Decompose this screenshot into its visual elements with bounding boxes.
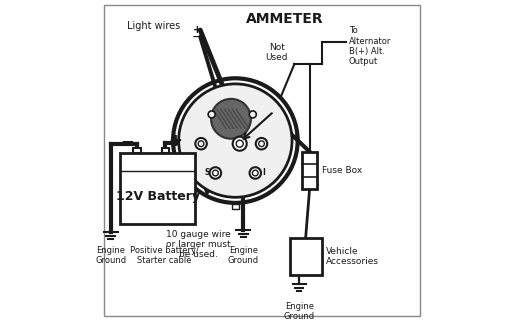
Text: −: − xyxy=(120,131,134,150)
Bar xyxy=(232,204,238,209)
Text: +: + xyxy=(193,25,202,35)
Circle shape xyxy=(208,111,215,118)
Circle shape xyxy=(249,167,261,179)
Text: Engine
Ground: Engine Ground xyxy=(95,246,127,265)
Circle shape xyxy=(209,167,221,179)
Text: Light wires: Light wires xyxy=(127,21,181,31)
Bar xyxy=(120,153,195,224)
Circle shape xyxy=(256,138,267,150)
Bar xyxy=(133,148,141,153)
Text: 12V Battery: 12V Battery xyxy=(116,191,200,203)
Bar xyxy=(302,152,317,189)
Text: Positive battery/
Starter cable: Positive battery/ Starter cable xyxy=(130,246,198,265)
Text: Engine
Ground: Engine Ground xyxy=(228,246,259,265)
Bar xyxy=(290,238,322,275)
Circle shape xyxy=(178,84,292,197)
Text: AMMETER: AMMETER xyxy=(246,12,324,26)
Circle shape xyxy=(249,111,256,118)
Circle shape xyxy=(195,138,207,150)
Text: 10 gauge wire
or larger must
be used.: 10 gauge wire or larger must be used. xyxy=(166,230,231,259)
Text: S: S xyxy=(205,169,210,177)
Text: I: I xyxy=(262,169,265,177)
Text: To
Alternator
B(+) Alt.
Output: To Alternator B(+) Alt. Output xyxy=(349,26,391,67)
Text: Vehicle
Accessories: Vehicle Accessories xyxy=(327,247,380,266)
Circle shape xyxy=(233,137,247,151)
Text: +: + xyxy=(168,131,182,150)
Text: Engine
Ground: Engine Ground xyxy=(284,302,315,321)
Bar xyxy=(162,148,169,153)
Text: Fuse Box: Fuse Box xyxy=(322,166,362,175)
Text: −: − xyxy=(192,32,202,42)
Circle shape xyxy=(211,99,251,139)
Text: Not
Used: Not Used xyxy=(266,43,288,62)
